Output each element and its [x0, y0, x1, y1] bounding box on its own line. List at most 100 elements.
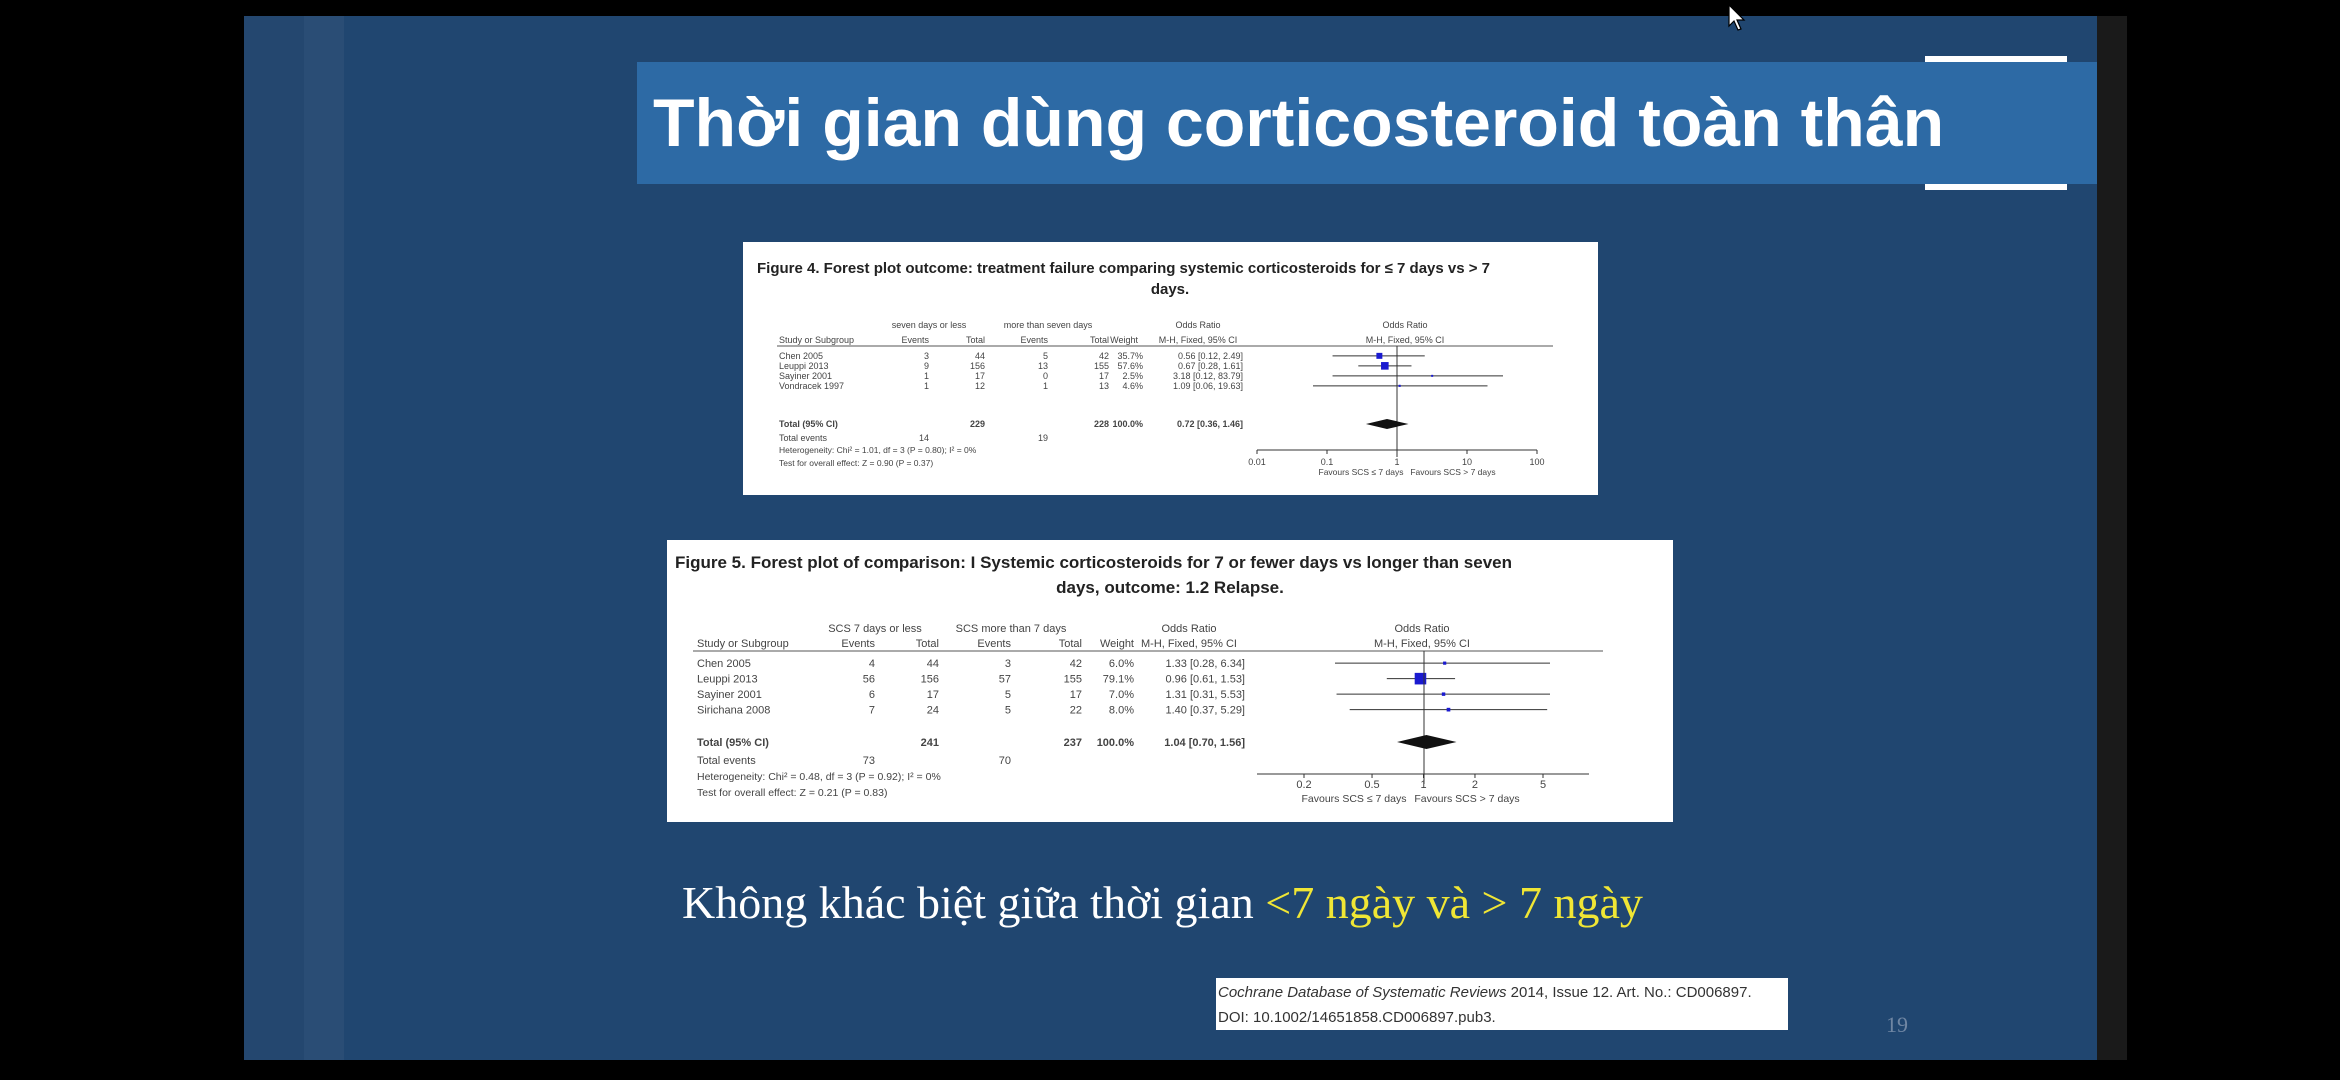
citation-journal: Cochrane Database of Systematic Reviews: [1218, 984, 1507, 1001]
fig4-favours-left: Favours SCS ≤ 7 days: [1319, 467, 1404, 477]
fig5-total-ci: 1.04 [0.70, 1.56]: [1164, 737, 1245, 749]
fig4-events-label: Total events: [779, 433, 828, 443]
fig5-total-weight: 100.0%: [1097, 737, 1135, 749]
weight: 79.1%: [1103, 674, 1134, 686]
weight-marker: [1414, 672, 1427, 685]
fig5-overall: Test for overall effect: Z = 0.21 (P = 0…: [697, 787, 887, 799]
study-name: Leuppi 2013: [779, 361, 829, 371]
fig4-col-weight: Weight: [1110, 335, 1138, 345]
study-name: Sayiner 2001: [697, 689, 762, 701]
weight: 4.6%: [1122, 381, 1143, 391]
fig4-col-events1: Events: [901, 335, 929, 345]
figure-4: Figure 4. Forest plot outcome: treatment…: [743, 242, 1598, 495]
fig5-col-events1: Events: [841, 638, 875, 650]
fig4-total-t1: 229: [970, 419, 985, 429]
total-2: 17: [1070, 689, 1082, 701]
fig5-col-events2: Events: [977, 638, 1011, 650]
events-1: 56: [863, 674, 875, 686]
fig5-method-plot: M-H, Fixed, 95% CI: [1374, 638, 1470, 650]
weight: 6.0%: [1109, 658, 1134, 670]
fig4-or-header-plot: Odds Ratio: [1382, 320, 1427, 330]
odds-ratio-ci: 3.18 [0.12, 83.79]: [1173, 371, 1243, 381]
figure-5: Figure 5. Forest plot of comparison: I S…: [667, 540, 1673, 822]
axis-tick-label: 0.2: [1296, 779, 1311, 791]
fig5-or-header-plot: Odds Ratio: [1394, 623, 1449, 635]
conclusion-text: Không khác biệt giữa thời gian <7 ngày v…: [682, 876, 1643, 929]
fig5-total-t2: 237: [1064, 737, 1082, 749]
odds-ratio-ci: 1.09 [0.06, 19.63]: [1173, 381, 1243, 391]
events-1: 9: [924, 361, 929, 371]
citation-doi: DOI: 10.1002/14651858.CD006897.pub3.: [1218, 1009, 1496, 1026]
fig4-pooled-diamond: [1365, 419, 1409, 429]
fig5-favours-right: Favours SCS > 7 days: [1414, 793, 1519, 805]
events-1: 1: [924, 381, 929, 391]
total-2: 155: [1064, 674, 1082, 686]
study-name: Sayiner 2001: [779, 371, 832, 381]
fig4-col-total1: Total: [966, 335, 985, 345]
fig4-or-header: Odds Ratio: [1175, 320, 1220, 330]
total-1: 44: [975, 351, 985, 361]
title-bar: [637, 62, 2097, 184]
weight-marker: [1431, 374, 1434, 377]
fig5-total-t1: 241: [921, 737, 939, 749]
fig5-pooled-diamond: [1397, 735, 1457, 749]
weight: 2.5%: [1122, 371, 1143, 381]
events-2: 0: [1043, 371, 1048, 381]
events-2: 1: [1043, 381, 1048, 391]
total-2: 42: [1099, 351, 1109, 361]
fig5-events1: 73: [863, 755, 875, 767]
axis-tick-label: 0.01: [1248, 457, 1266, 467]
slide-title: Thời gian dùng corticosteroid toàn thân: [653, 85, 1945, 161]
fig4-method-plot: M-H, Fixed, 95% CI: [1366, 335, 1445, 345]
study-name: Vondracek 1997: [779, 381, 844, 391]
fig5-events2: 70: [999, 755, 1011, 767]
events-2: 5: [1005, 689, 1011, 701]
weight: 7.0%: [1109, 689, 1134, 701]
axis-tick-label: 0.1: [1321, 457, 1334, 467]
weight-marker: [1381, 362, 1389, 370]
total-2: 13: [1099, 381, 1109, 391]
fig5-group2: SCS more than 7 days: [956, 623, 1067, 635]
total-2: 22: [1070, 705, 1082, 717]
weight: 8.0%: [1109, 705, 1134, 717]
weight-marker: [1441, 692, 1446, 696]
fig4-overall: Test for overall effect: Z = 0.90 (P = 0…: [779, 458, 933, 468]
events-2: 3: [1005, 658, 1011, 670]
axis-tick-label: 5: [1540, 779, 1546, 791]
axis-tick-label: 10: [1462, 457, 1472, 467]
events-1: 4: [869, 658, 875, 670]
study-name: Leuppi 2013: [697, 674, 758, 686]
weight: 57.6%: [1117, 361, 1143, 371]
fig4-total-weight: 100.0%: [1112, 419, 1143, 429]
fig4-method: M-H, Fixed, 95% CI: [1159, 335, 1238, 345]
events-2: 5: [1005, 705, 1011, 717]
fig5-method: M-H, Fixed, 95% CI: [1141, 638, 1237, 650]
odds-ratio-ci: 1.31 [0.31, 5.53]: [1165, 689, 1245, 701]
study-name: Chen 2005: [697, 658, 751, 670]
fig4-events2: 19: [1038, 433, 1048, 443]
odds-ratio-ci: 1.40 [0.37, 5.29]: [1165, 705, 1245, 717]
fig5-events-label: Total events: [697, 755, 756, 767]
fig4-col-study: Study or Subgroup: [779, 335, 854, 345]
fig4-title-2: days.: [1151, 281, 1189, 298]
odds-ratio-ci: 1.33 [0.28, 6.34]: [1165, 658, 1245, 670]
fig4-total-t2: 228: [1094, 419, 1109, 429]
fig4-group1: seven days or less: [892, 320, 967, 330]
events-1: 7: [869, 705, 875, 717]
citation-issue: 2014, Issue 12. Art. No.: CD006897.: [1506, 984, 1752, 1001]
fig4-events1: 14: [919, 433, 929, 443]
fig5-col-study: Study or Subgroup: [697, 638, 789, 650]
weight-marker: [1398, 384, 1401, 387]
study-name: Chen 2005: [779, 351, 823, 361]
fig4-title-1: Figure 4. Forest plot outcome: treatment…: [757, 260, 1490, 277]
total-1: 17: [975, 371, 985, 381]
weight-marker: [1446, 707, 1451, 712]
fig4-col-events2: Events: [1020, 335, 1048, 345]
fig4-total-label: Total (95% CI): [779, 419, 838, 429]
window-frame: [2097, 16, 2127, 1060]
fig5-group1: SCS 7 days or less: [828, 623, 922, 635]
weight-marker: [1443, 661, 1447, 665]
events-2: 13: [1038, 361, 1048, 371]
events-1: 1: [924, 371, 929, 381]
fig4-group2: more than seven days: [1004, 320, 1093, 330]
